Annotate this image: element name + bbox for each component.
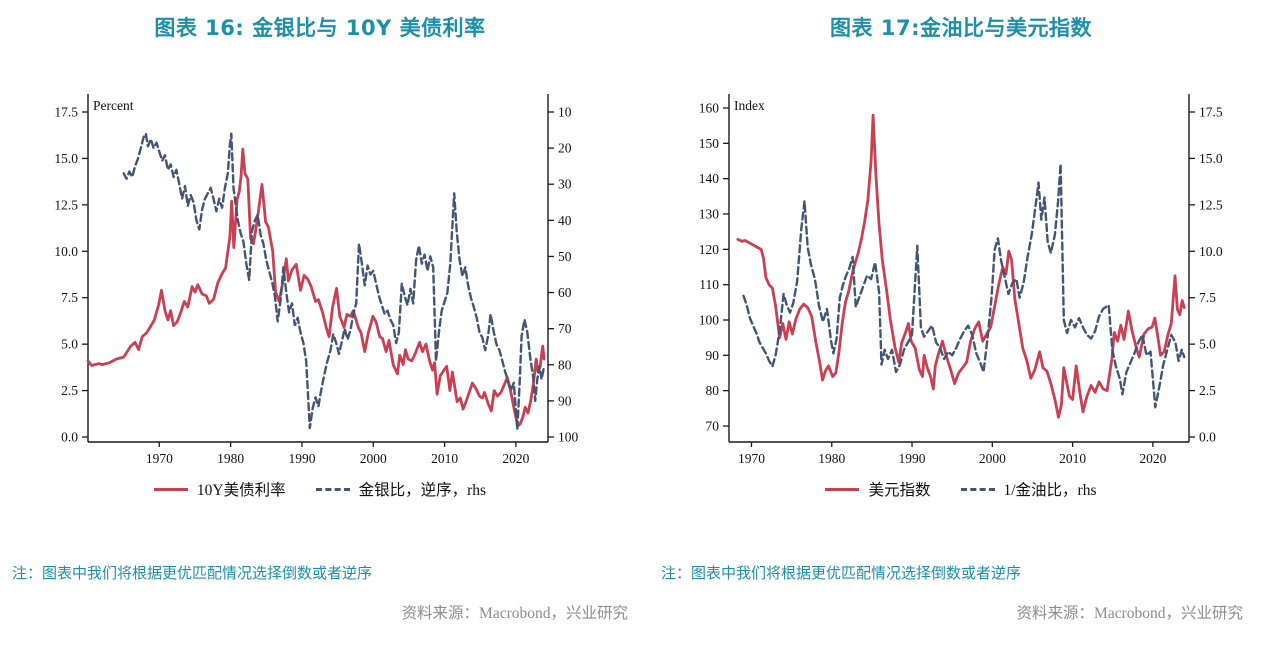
- svg-text:10: 10: [558, 105, 572, 120]
- svg-text:160: 160: [699, 101, 720, 116]
- svg-text:7.5: 7.5: [61, 290, 78, 305]
- svg-text:1980: 1980: [818, 451, 845, 466]
- svg-text:1970: 1970: [146, 451, 173, 466]
- svg-text:1970: 1970: [738, 451, 765, 466]
- svg-text:90: 90: [706, 348, 720, 363]
- svg-text:80: 80: [706, 383, 720, 398]
- svg-text:90: 90: [558, 393, 572, 408]
- legend-item: 10Y美债利率: [153, 478, 286, 500]
- legend-dashed-line-sample: [315, 487, 350, 491]
- legend-dashed-line-sample: [960, 487, 995, 491]
- legend-label: 美元指数: [868, 482, 931, 499]
- svg-text:130: 130: [699, 207, 720, 222]
- svg-text:10.0: 10.0: [1199, 244, 1223, 259]
- svg-text:1990: 1990: [899, 451, 926, 466]
- chart-16-source: 资料来源：Macrobond，兴业研究: [401, 605, 628, 622]
- svg-text:5.0: 5.0: [1199, 337, 1216, 352]
- svg-text:12.5: 12.5: [54, 197, 78, 212]
- svg-text:17.5: 17.5: [1199, 105, 1223, 120]
- legend-solid-line-sample: [153, 487, 188, 491]
- panel-chart-17: 图表 17:金油比与美元指数 70 80 90 100 110 120 130 140 150 1…: [641, 0, 1281, 645]
- svg-text:7.5: 7.5: [1199, 290, 1216, 305]
- svg-text:2010: 2010: [1059, 451, 1086, 466]
- svg-text:100: 100: [699, 313, 720, 328]
- svg-text:2.5: 2.5: [61, 383, 78, 398]
- chart-17-title: 图表 17:金油比与美元指数: [830, 16, 1092, 40]
- legend-solid-line-sample: [825, 487, 860, 491]
- chart-16-note: 注：图表中我们将根据更优匹配情况选择倒数或者逆序: [12, 564, 373, 582]
- svg-text:140: 140: [699, 171, 720, 186]
- svg-text:2020: 2020: [502, 451, 529, 466]
- svg-text:1990: 1990: [288, 451, 315, 466]
- svg-text:70: 70: [558, 321, 572, 336]
- svg-text:2020: 2020: [1139, 451, 1166, 466]
- chart-16-title: 图表 16: 金银比与 10Y 美债利率: [154, 16, 486, 40]
- svg-text:15.0: 15.0: [1199, 151, 1223, 166]
- svg-text:0.0: 0.0: [1199, 430, 1216, 445]
- svg-text:17.5: 17.5: [54, 105, 78, 120]
- svg-text:2000: 2000: [979, 451, 1006, 466]
- legend-1: 美元指数 1/金油比，rhs: [641, 478, 1281, 500]
- svg-text:50: 50: [558, 249, 572, 264]
- legend-item: 金银比，逆序，rhs: [315, 478, 487, 500]
- svg-text:20: 20: [558, 141, 572, 156]
- svg-text:120: 120: [699, 242, 720, 257]
- panel-chart-16: 图表 16: 金银比与 10Y 美债利率 0.0 2.5 5.0 7.5 10.0 12.…: [0, 0, 640, 645]
- svg-text:60: 60: [558, 285, 572, 300]
- chart-svg-0: 0.0 2.5 5.0 7.5 10.0 12.5 15.0 17.5 10 20 30 40 50 60…: [54, 94, 579, 466]
- chart-17-source: 资料来源：Macrobond，兴业研究: [1016, 605, 1243, 622]
- svg-text:100: 100: [558, 430, 579, 445]
- svg-text:2000: 2000: [360, 451, 387, 466]
- legend-label: 1/金油比，rhs: [1003, 482, 1097, 499]
- svg-text:2010: 2010: [431, 451, 458, 466]
- svg-text:0.0: 0.0: [61, 430, 78, 445]
- chart-area-1: 70 80 90 100 110 120 130 140 150 160 0.0 2.5 5.0 7.5 1…: [657, 86, 1261, 478]
- svg-text:5.0: 5.0: [61, 337, 78, 352]
- svg-text:80: 80: [558, 357, 572, 372]
- chart-area-0: 0.0 2.5 5.0 7.5 10.0 12.5 15.0 17.5 10 20 30 40 50 60…: [16, 86, 620, 478]
- legend-0: 10Y美债利率 金银比，逆序，rhs: [0, 478, 640, 500]
- chart-17-note: 注：图表中我们将根据更优匹配情况选择倒数或者逆序: [661, 564, 1022, 582]
- svg-text:10.0: 10.0: [54, 244, 78, 259]
- chart-svg-1: 70 80 90 100 110 120 130 140 150 160 0.0 2.5 5.0 7.5 1…: [699, 94, 1223, 466]
- legend-item: 1/金油比，rhs: [960, 478, 1097, 500]
- legend-label: 10Y美债利率: [196, 482, 286, 499]
- svg-text:12.5: 12.5: [1199, 197, 1223, 212]
- svg-text:15.0: 15.0: [54, 151, 78, 166]
- svg-text:110: 110: [699, 277, 719, 292]
- svg-text:Percent: Percent: [93, 98, 134, 113]
- legend-label: 金银比，逆序，rhs: [358, 482, 487, 499]
- svg-text:40: 40: [558, 213, 572, 228]
- svg-text:Index: Index: [734, 98, 765, 113]
- svg-text:2.5: 2.5: [1199, 383, 1216, 398]
- svg-text:1980: 1980: [217, 451, 244, 466]
- svg-text:30: 30: [558, 177, 572, 192]
- svg-text:70: 70: [706, 419, 720, 434]
- svg-text:150: 150: [699, 136, 720, 151]
- legend-item: 美元指数: [825, 478, 931, 500]
